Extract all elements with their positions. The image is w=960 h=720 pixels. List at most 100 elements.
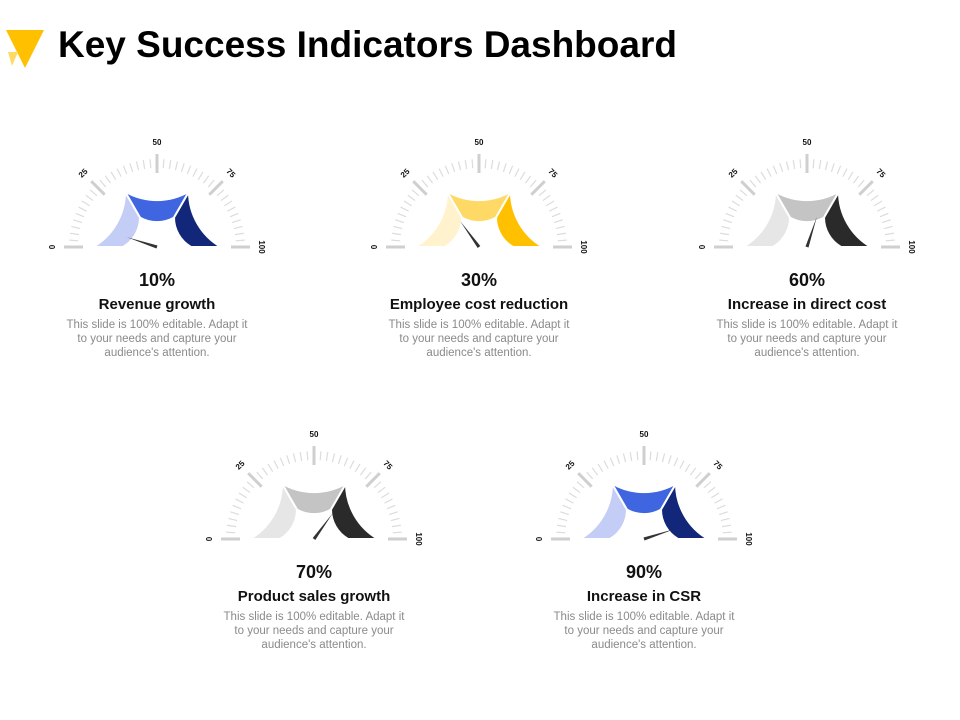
gauge-minor-tick (216, 189, 225, 197)
gauge-minor-tick (162, 159, 165, 169)
gauge-minor-tick (779, 163, 784, 173)
gauge-minor-tick (568, 492, 577, 499)
gauge-tick-label: 75 (224, 167, 237, 180)
gauge-chart: 0 25 50 75 100 (535, 430, 753, 546)
gauge-minor-tick (186, 165, 192, 175)
gauge-minor-tick (373, 481, 382, 489)
gauge-minor-tick (879, 212, 889, 218)
gauge-value-label: 30% (460, 270, 498, 290)
gauge-minor-tick (556, 524, 567, 528)
gauge-tick-label: 0 (698, 244, 707, 249)
gauge-major-tick (858, 180, 874, 196)
gauge-minor-tick (392, 531, 402, 534)
gauge-minor-tick (719, 232, 730, 236)
gauge-minor-tick (197, 171, 204, 180)
gauge-value-label: 10% (138, 270, 176, 290)
gauge-minor-tick (235, 239, 245, 242)
gauge-tick-label: 25 (234, 458, 247, 471)
gauge-minor-tick (622, 453, 627, 463)
gauge-chart: 0 25 50 75 100 (205, 430, 423, 546)
gauge-minor-tick (725, 212, 735, 218)
gauge-tick-label: 50 (153, 138, 162, 147)
gauge-minor-tick (104, 175, 112, 184)
gauge-minor-tick (81, 200, 90, 207)
gauge-minor-tick (728, 206, 737, 212)
gauge-widget-revenue-growth: 0 25 50 75 100 10% Revenue growth This slide… (37, 124, 277, 374)
gauge-minor-tick (400, 206, 409, 212)
gauge-minor-tick (110, 171, 117, 180)
gauge-minor-tick (542, 194, 551, 202)
gauge-minor-tick (207, 179, 215, 188)
gauge-minor-tick (411, 189, 420, 197)
gauge-minor-tick (116, 168, 122, 177)
gauge-minor-tick (224, 200, 233, 207)
gauge-minor-tick (391, 232, 402, 236)
gauge-minor-tick (238, 492, 247, 499)
gauge-minor-tick (393, 225, 403, 230)
gauge-minor-tick (556, 531, 566, 534)
gauge-tick-label: 0 (370, 244, 379, 249)
gauge-minor-tick (228, 517, 238, 522)
gauge-minor-tick (381, 492, 390, 499)
gauge-minor-tick (231, 219, 241, 224)
gauge-minor-tick (397, 212, 407, 218)
logo-icon (6, 30, 44, 68)
logo-triangle-accent (8, 52, 18, 66)
gauge-minor-tick (180, 163, 185, 173)
gauge-minor-tick (866, 189, 875, 197)
gauge-minor-tick (661, 453, 666, 463)
gauge-minor-tick (202, 175, 210, 184)
gauge-minor-tick (233, 225, 243, 230)
gauge-minor-tick (749, 179, 757, 188)
gauge-minor-tick (234, 232, 245, 236)
gauge-major-tick (740, 180, 756, 196)
gauge-band (659, 479, 712, 540)
gauge-title: Increase in CSR (586, 588, 702, 605)
gauge-minor-tick (426, 175, 434, 184)
gauge-minor-tick (129, 163, 134, 173)
gauge-minor-tick (739, 189, 748, 197)
gauge-minor-tick (508, 165, 514, 175)
gauge-minor-tick (679, 460, 685, 469)
gauge-minor-tick (731, 200, 740, 207)
gauge-description: This slide is 100% editable. Adapt it to… (553, 611, 735, 651)
gauge-minor-tick (229, 212, 239, 218)
gauge-major-tick (530, 180, 546, 196)
gauge-minor-tick (519, 171, 526, 180)
gauge-minor-tick (836, 165, 842, 175)
gauge-minor-tick (667, 455, 672, 465)
gauge-minor-tick (226, 531, 236, 534)
gauge-tick-label: 50 (640, 430, 649, 439)
gauge-minor-tick (235, 498, 244, 504)
gauge-minor-tick (226, 524, 237, 528)
gauge-minor-tick (451, 163, 456, 173)
gauge-minor-tick (785, 161, 790, 171)
gauge-minor-tick (174, 161, 179, 171)
gauge-minor-tick (386, 504, 396, 510)
gauge-tick-label: 0 (205, 536, 214, 541)
gauge-minor-tick (556, 232, 567, 236)
gauge-minor-tick (538, 189, 547, 197)
gauge-minor-tick (877, 206, 886, 212)
gauge-minor-tick (256, 471, 264, 480)
gauge-minor-tick (279, 457, 285, 467)
gauge-minor-tick (766, 168, 772, 177)
gauge-needle (643, 529, 675, 541)
gauge-tick-label: 50 (475, 138, 484, 147)
gauge-value-label: 70% (295, 562, 333, 582)
gauge-minor-tick (684, 463, 691, 472)
gauge-tick-label: 75 (711, 459, 724, 472)
gauge-minor-tick (299, 451, 303, 462)
gauge-widget-increase-in-direct-cost: 0 25 50 75 100 60% Increase in direct cost T… (687, 124, 927, 374)
gauge-minor-tick (354, 463, 361, 472)
gauge-value-label: 90% (625, 562, 663, 582)
gauge-minor-tick (719, 239, 729, 242)
gauge-minor-tick (246, 481, 255, 489)
gauge-tick-label: 100 (257, 240, 266, 254)
gauge-minor-tick (444, 165, 450, 175)
gauge-minor-tick (572, 486, 581, 494)
gauge-minor-tick (319, 451, 322, 461)
gauge-minor-tick (471, 159, 474, 169)
gauge-minor-tick (799, 159, 802, 169)
gauge-minor-tick (391, 524, 402, 528)
